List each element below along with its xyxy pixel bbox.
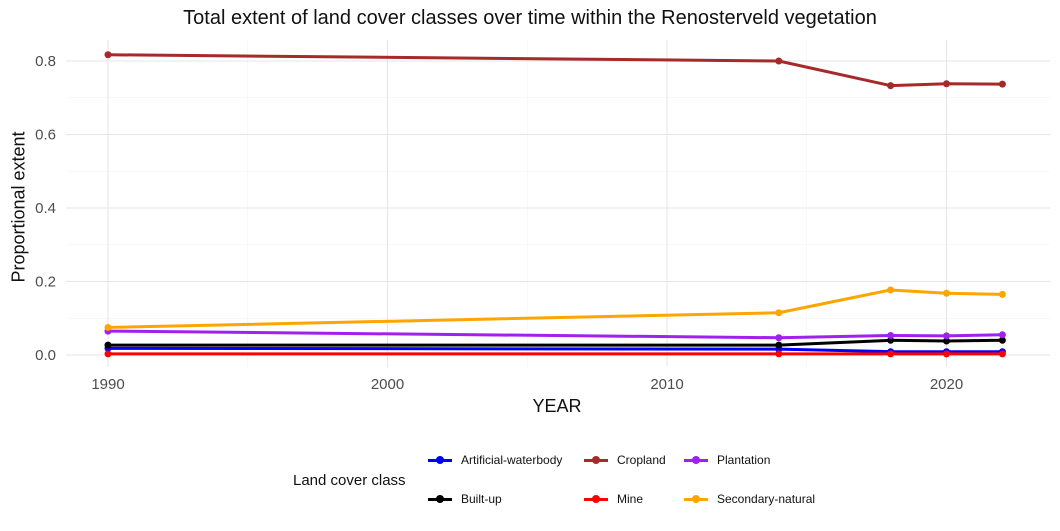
data-point-secondary-natural — [887, 286, 895, 294]
legend-item-secondary-natural: Secondary-natural — [683, 492, 815, 506]
y-tick-label: 0.0 — [35, 347, 56, 364]
data-point-mine — [104, 350, 112, 358]
data-point-plantation — [775, 334, 783, 342]
x-tick-label: 2020 — [930, 376, 963, 393]
x-tick-label: 2010 — [650, 376, 683, 393]
y-tick-label: 0.2 — [35, 274, 56, 291]
y-tick-label: 0.4 — [35, 200, 56, 217]
data-point-plantation — [887, 332, 895, 340]
legend-label-secondary-natural: Secondary-natural — [717, 492, 816, 506]
data-point-cropland — [104, 51, 112, 59]
data-point-cropland — [998, 80, 1006, 88]
chart-title: Total extent of land cover classes over … — [183, 7, 877, 29]
legend-label-mine: Mine — [617, 492, 644, 506]
x-tick-label: 2000 — [371, 376, 404, 393]
legend-key-artificial-waterbody — [427, 454, 453, 466]
legend-label-artificial-waterbody: Artificial-waterbody — [461, 453, 563, 467]
data-point-mine — [887, 350, 895, 358]
legend-title: Land cover class — [293, 472, 406, 489]
data-point-plantation — [943, 332, 950, 340]
legend-item-cropland: Cropland — [583, 453, 666, 467]
data-point-secondary-natural — [775, 309, 783, 317]
data-point-secondary-natural — [943, 289, 950, 297]
legend-label-cropland: Cropland — [617, 453, 666, 467]
series-line-built-up — [106, 338, 1004, 347]
data-point-built-up — [104, 341, 112, 349]
data-point-mine — [775, 350, 783, 358]
legend-key-built-up — [427, 493, 453, 505]
x-tick-label: 1990 — [91, 376, 124, 393]
legend-item-built-up: Built-up — [427, 492, 502, 506]
legend-item-plantation: Plantation — [683, 453, 770, 467]
legend-label-built-up: Built-up — [461, 492, 502, 506]
x-axis-label: YEAR — [532, 396, 582, 416]
legend-key-plantation — [683, 454, 709, 466]
y-axis-label: Proportional extent — [8, 131, 29, 283]
data-point-plantation — [998, 331, 1006, 339]
legend-key-secondary-natural — [683, 493, 709, 505]
data-point-cropland — [943, 80, 950, 88]
legend-key-mine — [583, 493, 609, 505]
data-point-secondary-natural — [104, 323, 112, 331]
series-line-artificial-waterbody — [106, 346, 1004, 354]
data-point-secondary-natural — [998, 290, 1006, 298]
series-line-cropland — [106, 53, 1004, 88]
series-line-plantation — [106, 329, 1004, 340]
data-point-built-up — [943, 337, 950, 345]
series-line-secondary-natural — [106, 288, 1004, 329]
data-point-cropland — [775, 57, 783, 65]
y-tick-label: 0.8 — [35, 53, 56, 70]
legend-item-artificial-waterbody: Artificial-waterbody — [427, 453, 562, 467]
data-point-mine — [998, 350, 1006, 358]
legend-label-plantation: Plantation — [717, 453, 771, 467]
data-point-cropland — [887, 82, 895, 90]
data-point-built-up — [998, 336, 1006, 344]
legend-key-cropland — [583, 454, 609, 466]
legend-item-mine: Mine — [583, 492, 643, 506]
data-point-built-up — [775, 341, 783, 349]
data-point-mine — [943, 350, 950, 358]
y-tick-label: 0.6 — [35, 127, 56, 144]
